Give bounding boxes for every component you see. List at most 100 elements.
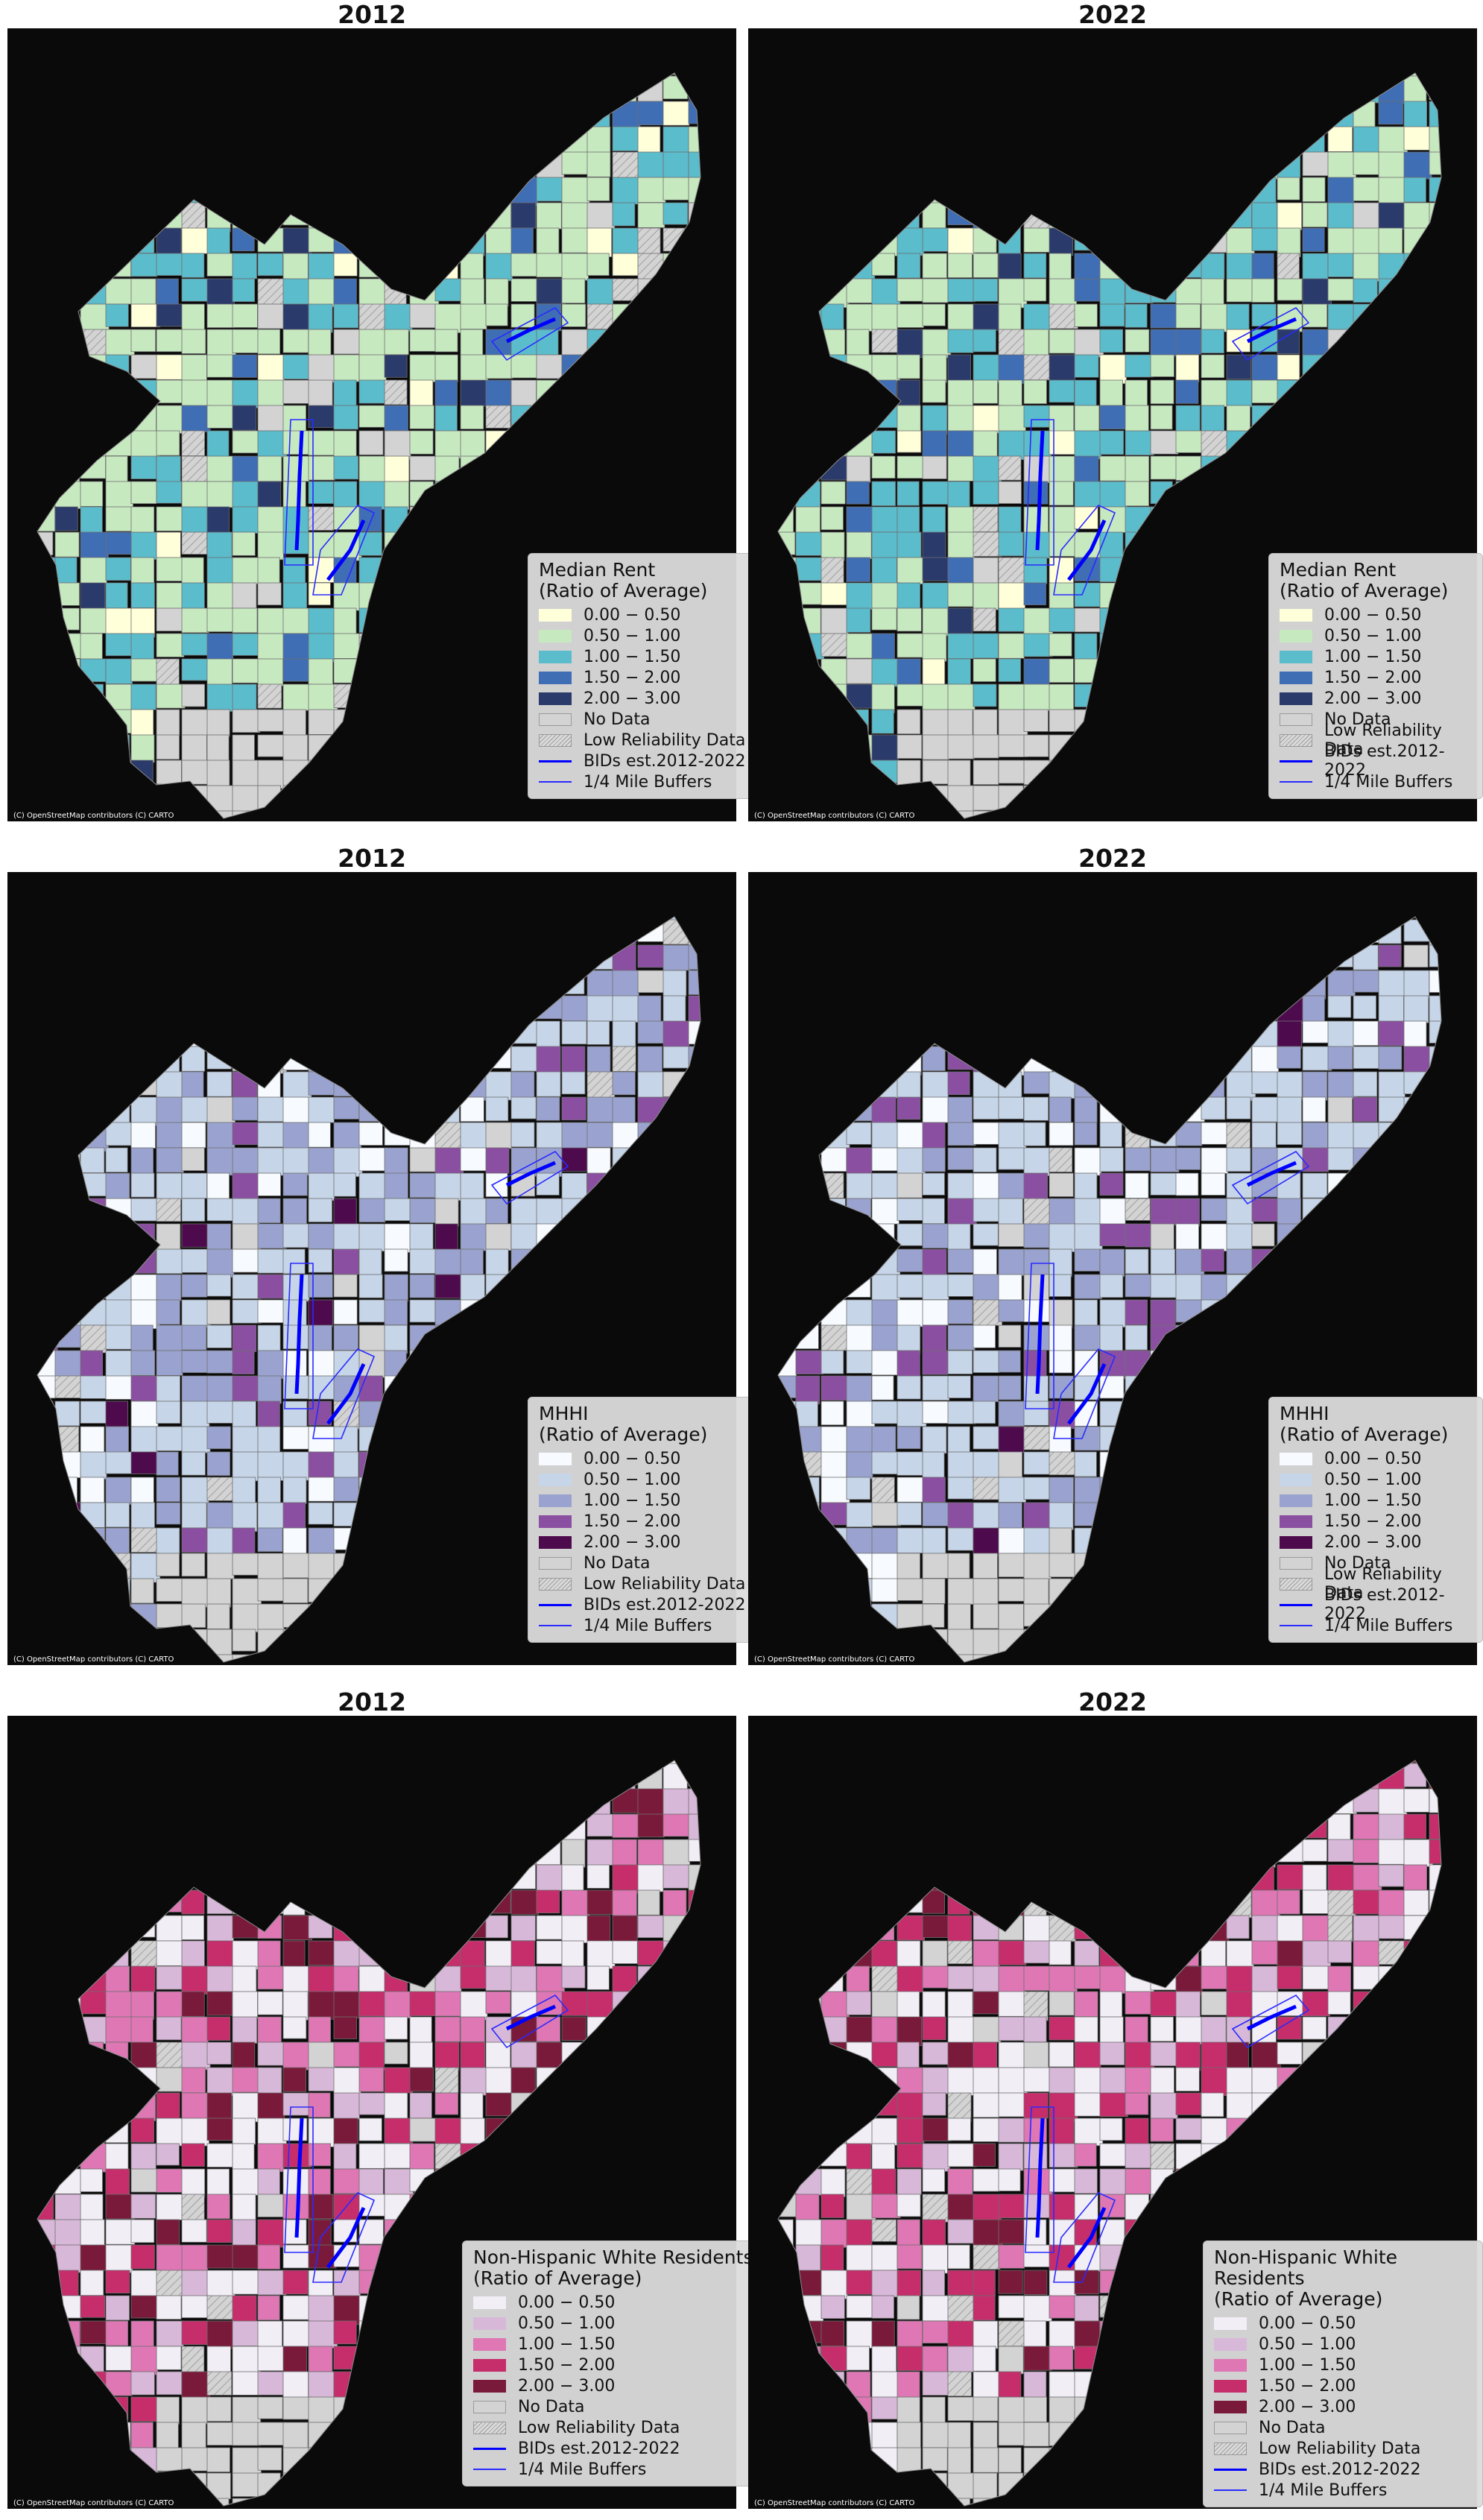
census-tract	[1403, 970, 1430, 999]
census-tract	[947, 1299, 973, 1324]
census-tract	[897, 1839, 921, 1866]
census-tract	[282, 2016, 307, 2039]
census-tract	[586, 2092, 613, 2122]
census-tract	[586, 1915, 611, 1942]
census-tract	[820, 1400, 844, 1426]
census-tract	[80, 1172, 108, 1197]
census-tract	[1378, 177, 1406, 206]
census-tract	[130, 2118, 154, 2143]
census-tract	[358, 2498, 383, 2506]
bid-line	[505, 317, 556, 344]
census-tract	[1353, 995, 1376, 1020]
census-tract	[688, 1763, 701, 1787]
census-tract	[1327, 1096, 1353, 1124]
legend-item-buffers: 1/4 Mile Buffers	[1280, 771, 1472, 792]
census-tract	[434, 1578, 458, 1602]
census-tract	[434, 2498, 461, 2506]
census-tract	[871, 101, 900, 126]
census-tract	[998, 227, 1021, 254]
census-tract	[257, 683, 282, 709]
census-tract	[156, 1147, 184, 1173]
census-tract	[1378, 1020, 1405, 1046]
census-tract	[1175, 73, 1202, 78]
census-tract	[510, 227, 534, 256]
legend-label: 0.00 − 0.50	[518, 2293, 616, 2312]
census-tract	[612, 810, 639, 818]
census-tract	[232, 1889, 256, 1915]
census-tract	[206, 2295, 235, 2320]
census-tract	[232, 1940, 259, 1970]
census-tract	[105, 101, 129, 129]
census-tract	[1201, 607, 1226, 633]
census-tract	[1125, 1553, 1148, 1580]
census-tract	[612, 2498, 641, 2506]
census-tract	[846, 1629, 872, 1653]
census-tract	[1226, 405, 1251, 435]
census-tract	[778, 1839, 797, 1864]
census-tract	[922, 506, 946, 535]
census-tract	[846, 303, 873, 332]
census-tract	[232, 2118, 256, 2145]
census-tract	[105, 481, 133, 511]
census-tract	[1403, 1248, 1433, 1275]
census-tract	[206, 1527, 234, 1558]
census-tract	[1201, 810, 1230, 818]
census-tract	[308, 73, 332, 75]
legend-swatch	[539, 1452, 572, 1465]
census-tract	[1099, 1299, 1128, 1327]
census-tract	[1327, 919, 1353, 944]
census-tract	[1201, 73, 1224, 78]
census-tract	[232, 1813, 262, 1837]
census-tract	[358, 734, 386, 759]
census-tract	[181, 405, 211, 432]
census-tract	[998, 1654, 1026, 1662]
census-tract	[1226, 379, 1253, 408]
census-tract	[586, 1788, 611, 1816]
census-tract	[663, 1147, 692, 1172]
census-tract	[1277, 1889, 1300, 1915]
census-tract	[973, 481, 999, 505]
census-tract	[1201, 1763, 1227, 1790]
census-tract	[308, 1864, 336, 1892]
census-tract	[1226, 455, 1253, 481]
census-tract	[308, 1172, 335, 1201]
census-tract	[1403, 1788, 1430, 1813]
census-tract	[1277, 481, 1300, 505]
census-tract	[1302, 917, 1327, 918]
census-tract	[998, 1020, 1023, 1047]
census-tract	[871, 1629, 898, 1658]
census-tract	[1403, 1046, 1434, 1073]
census-tract	[358, 253, 389, 278]
census-tract	[130, 1760, 160, 1763]
census-tract	[1455, 2068, 1477, 2090]
census-tract	[778, 1451, 796, 1476]
census-tract	[54, 1324, 83, 1348]
census-tract	[460, 1553, 489, 1576]
census-tract	[37, 1299, 53, 1322]
census-tract	[1049, 1763, 1076, 1789]
census-tract	[846, 1502, 873, 1528]
census-tract	[536, 1788, 563, 1818]
census-tract	[1099, 1147, 1124, 1172]
census-tract	[460, 1096, 484, 1122]
census-tract	[308, 2472, 332, 2500]
census-tract	[384, 73, 411, 80]
census-tract	[1251, 917, 1276, 918]
census-tract	[181, 151, 209, 176]
census-tract	[1074, 995, 1099, 1023]
census-tract	[282, 1502, 306, 1531]
census-tract	[663, 2194, 690, 2218]
census-tract	[1074, 683, 1098, 707]
census-tract	[871, 1299, 899, 1329]
census-tract	[105, 658, 133, 684]
census-tract	[232, 405, 257, 431]
census-tract	[308, 1122, 331, 1148]
census-tract	[612, 2041, 636, 2071]
census-tract	[409, 1274, 435, 1298]
census-tract	[130, 2472, 157, 2496]
census-tract	[846, 1172, 873, 1199]
legend-item-bids: BIDs est.2012-2022	[539, 751, 746, 771]
census-tract	[1403, 253, 1432, 283]
census-tract	[1201, 126, 1225, 151]
legend-label: BIDs est.2012-2022	[1324, 742, 1445, 780]
